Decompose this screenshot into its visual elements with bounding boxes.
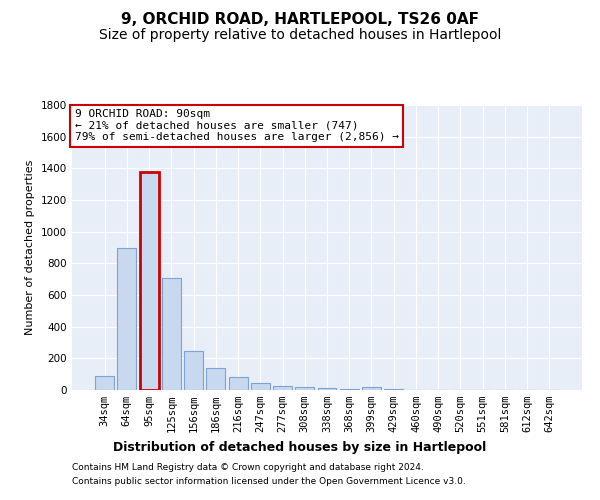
Text: Distribution of detached houses by size in Hartlepool: Distribution of detached houses by size … bbox=[113, 441, 487, 454]
Bar bbox=[362, 387, 381, 390]
Bar bbox=[273, 386, 292, 390]
Text: Contains public sector information licensed under the Open Government Licence v3: Contains public sector information licen… bbox=[72, 477, 466, 486]
Text: 9, ORCHID ROAD, HARTLEPOOL, TS26 0AF: 9, ORCHID ROAD, HARTLEPOOL, TS26 0AF bbox=[121, 12, 479, 28]
Bar bbox=[295, 387, 314, 390]
Bar bbox=[317, 388, 337, 390]
Y-axis label: Number of detached properties: Number of detached properties bbox=[25, 160, 35, 335]
Bar bbox=[95, 376, 114, 390]
Bar bbox=[140, 172, 158, 390]
Bar bbox=[206, 368, 225, 390]
Bar bbox=[229, 378, 248, 390]
Bar bbox=[118, 248, 136, 390]
Text: Contains HM Land Registry data © Crown copyright and database right 2024.: Contains HM Land Registry data © Crown c… bbox=[72, 464, 424, 472]
Bar bbox=[340, 389, 359, 390]
Text: Size of property relative to detached houses in Hartlepool: Size of property relative to detached ho… bbox=[99, 28, 501, 42]
Bar bbox=[384, 389, 403, 390]
Bar bbox=[251, 383, 270, 390]
Text: 9 ORCHID ROAD: 90sqm
← 21% of detached houses are smaller (747)
79% of semi-deta: 9 ORCHID ROAD: 90sqm ← 21% of detached h… bbox=[74, 110, 398, 142]
Bar bbox=[184, 351, 203, 390]
Bar bbox=[162, 278, 181, 390]
